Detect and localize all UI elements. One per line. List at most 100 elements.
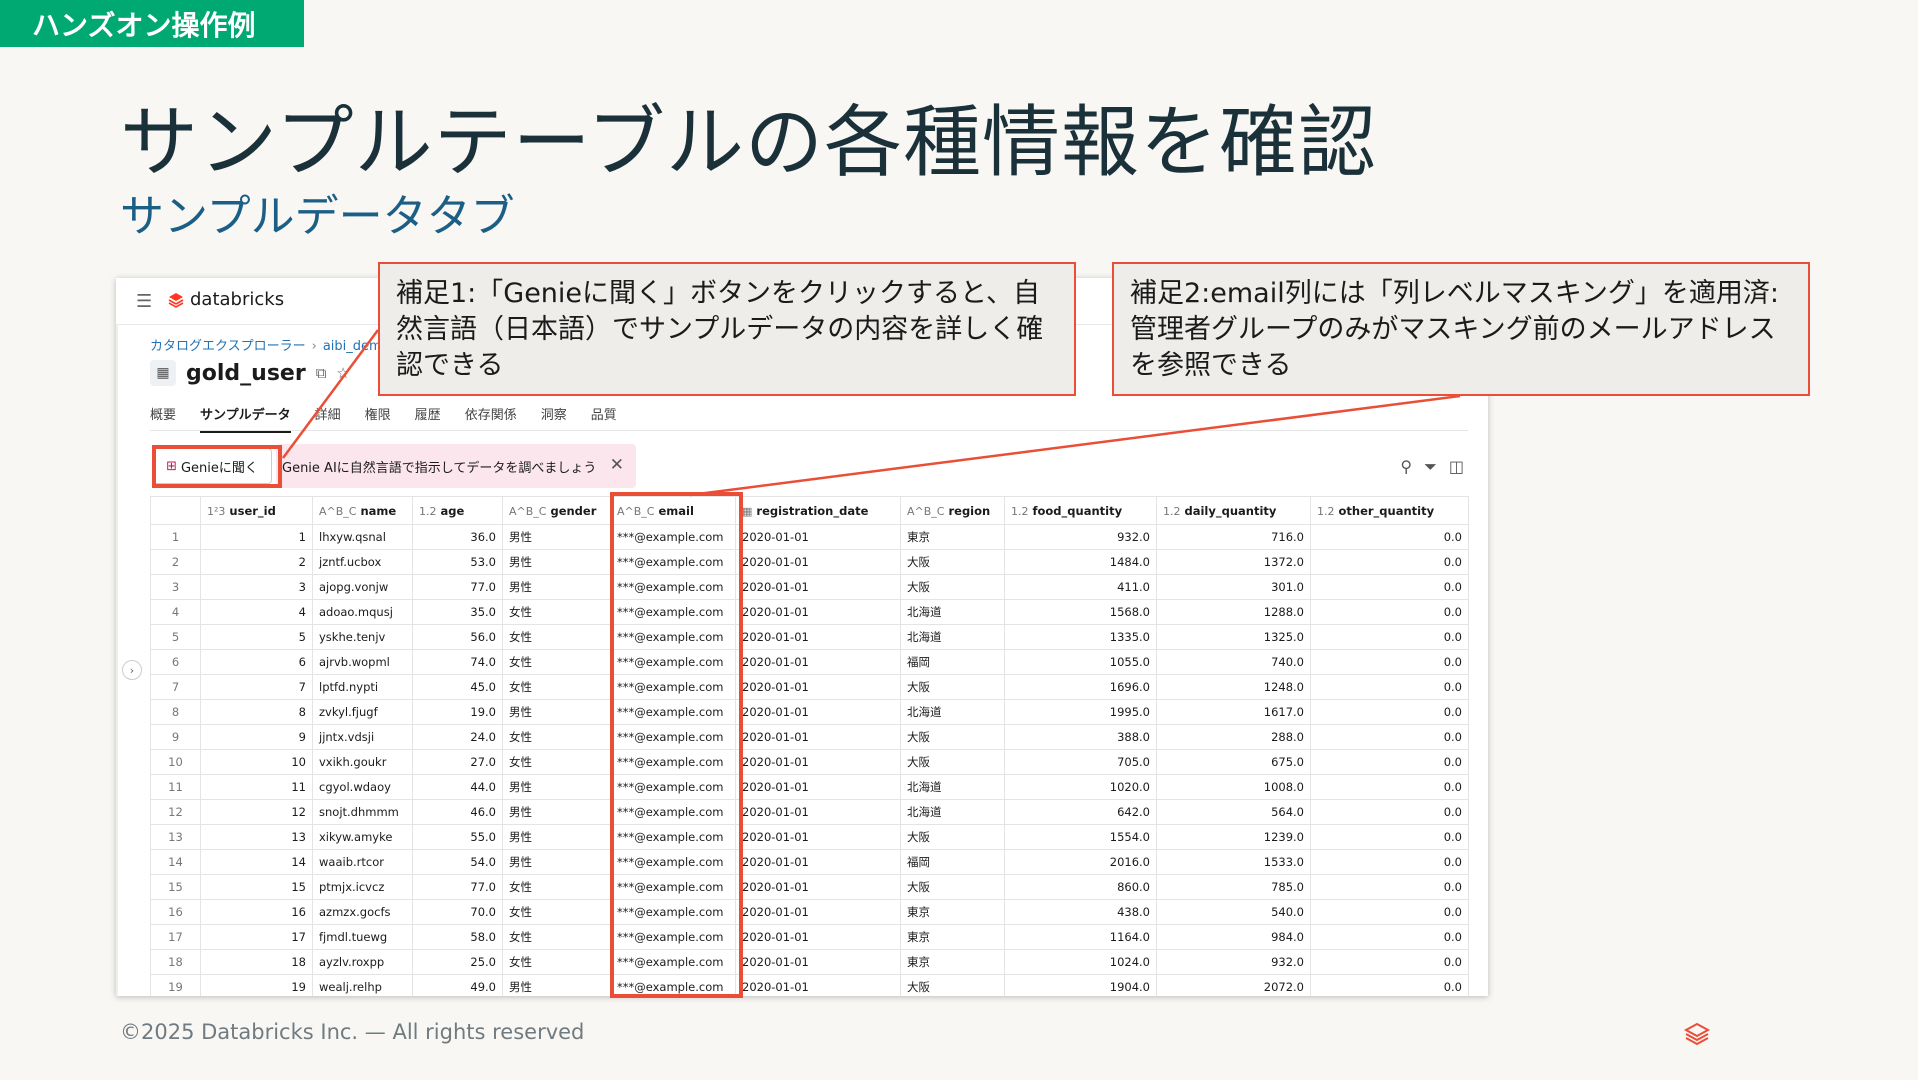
cell-food-quantity[interactable]: 1484.0 <box>1004 549 1157 575</box>
cell-registration-date[interactable]: 2020-01-01 <box>735 599 901 625</box>
table-row[interactable]: 7 7 lptfd.nypti 45.0 女性 ***@example.com 2020-0… <box>150 674 1469 700</box>
cell-gender[interactable]: 女性 <box>502 749 611 775</box>
cell-food-quantity[interactable]: 1696.0 <box>1004 674 1157 700</box>
table-row[interactable]: 2 2 jzntf.ucbox 53.0 男性 ***@example.com 2020-0… <box>150 549 1469 575</box>
cell-user-id[interactable]: 5 <box>200 624 313 650</box>
cell-other-quantity[interactable]: 0.0 <box>1310 624 1469 650</box>
cell-age[interactable]: 49.0 <box>412 974 503 996</box>
cell-registration-date[interactable]: 2020-01-01 <box>735 899 901 925</box>
cell-age[interactable]: 58.0 <box>412 924 503 950</box>
column-header-gender[interactable]: A^B_C gender <box>502 496 611 525</box>
cell-food-quantity[interactable]: 642.0 <box>1004 799 1157 825</box>
cell-user-id[interactable]: 9 <box>200 724 313 750</box>
cell-other-quantity[interactable]: 0.0 <box>1310 649 1469 675</box>
cell-food-quantity[interactable]: 1904.0 <box>1004 974 1157 996</box>
cell-registration-date[interactable]: 2020-01-01 <box>735 874 901 900</box>
cell-registration-date[interactable]: 2020-01-01 <box>735 749 901 775</box>
cell-gender[interactable]: 女性 <box>502 949 611 975</box>
table-row[interactable]: 15 15 ptmjx.icvcz 77.0 女性 ***@example.com 2020… <box>150 874 1469 900</box>
cell-registration-date[interactable]: 2020-01-01 <box>735 824 901 850</box>
table-row[interactable]: 13 13 xikyw.amyke 55.0 男性 ***@example.com 2020… <box>150 824 1469 850</box>
cell-region[interactable]: 東京 <box>900 949 1005 975</box>
cell-registration-date[interactable]: 2020-01-01 <box>735 699 901 725</box>
column-header-region[interactable]: A^B_C region <box>900 496 1005 525</box>
cell-email[interactable]: ***@example.com <box>610 874 736 900</box>
table-row[interactable]: 14 14 waaib.rtcor 54.0 男性 ***@example.com 2020… <box>150 849 1469 875</box>
cell-name[interactable]: snojt.dhmmm <box>312 799 413 825</box>
cell-region[interactable]: 北海道 <box>900 799 1005 825</box>
close-icon[interactable]: ✕ <box>609 455 624 475</box>
table-row[interactable]: 8 8 zvkyl.fjugf 19.0 男性 ***@example.com 2020-0… <box>150 699 1469 725</box>
cell-registration-date[interactable]: 2020-01-01 <box>735 574 901 600</box>
cell-email[interactable]: ***@example.com <box>610 549 736 575</box>
cell-name[interactable]: ayzlv.roxpp <box>312 949 413 975</box>
cell-food-quantity[interactable]: 705.0 <box>1004 749 1157 775</box>
table-row[interactable]: 19 19 wealj.relhp 49.0 男性 ***@example.com 2020… <box>150 974 1469 996</box>
cell-region[interactable]: 大阪 <box>900 824 1005 850</box>
search-icon[interactable]: ⚲ <box>1400 457 1413 476</box>
cell-region[interactable]: 北海道 <box>900 599 1005 625</box>
cell-name[interactable]: ptmjx.icvcz <box>312 874 413 900</box>
cell-region[interactable]: 福岡 <box>900 649 1005 675</box>
cell-other-quantity[interactable]: 0.0 <box>1310 549 1469 575</box>
ask-genie-button[interactable]: ⊞ Genieに聞く <box>152 448 272 484</box>
table-row[interactable]: 6 6 ajrvb.wopml 74.0 女性 ***@example.com 2020-0… <box>150 649 1469 675</box>
filter-icon[interactable]: ⏷ <box>1424 457 1437 476</box>
cell-email[interactable]: ***@example.com <box>610 774 736 800</box>
cell-user-id[interactable]: 14 <box>200 849 313 875</box>
cell-gender[interactable]: 男性 <box>502 849 611 875</box>
cell-food-quantity[interactable]: 1164.0 <box>1004 924 1157 950</box>
panel-icon[interactable]: ◫ <box>1448 457 1464 476</box>
cell-user-id[interactable]: 18 <box>200 949 313 975</box>
cell-age[interactable]: 53.0 <box>412 549 503 575</box>
cell-user-id[interactable]: 10 <box>200 749 313 775</box>
cell-user-id[interactable]: 4 <box>200 599 313 625</box>
tab-overview[interactable]: 概要 <box>150 408 177 423</box>
cell-age[interactable]: 44.0 <box>412 774 503 800</box>
cell-email[interactable]: ***@example.com <box>610 574 736 600</box>
cell-food-quantity[interactable]: 411.0 <box>1004 574 1157 600</box>
cell-other-quantity[interactable]: 0.0 <box>1310 949 1469 975</box>
cell-user-id[interactable]: 13 <box>200 824 313 850</box>
cell-other-quantity[interactable]: 0.0 <box>1310 599 1469 625</box>
column-header-registration-date[interactable]: ▦ registration_date <box>735 496 901 525</box>
cell-age[interactable]: 56.0 <box>412 624 503 650</box>
cell-daily-quantity[interactable]: 984.0 <box>1156 924 1311 950</box>
tab-quality[interactable]: 品質 <box>590 408 617 423</box>
cell-registration-date[interactable]: 2020-01-01 <box>735 674 901 700</box>
table-row[interactable]: 3 3 ajopg.vonjw 77.0 男性 ***@example.com 2020-0… <box>150 574 1469 600</box>
table-row[interactable]: 9 9 jjntx.vdsji 24.0 女性 ***@example.com 2020-0… <box>150 724 1469 750</box>
cell-name[interactable]: azmzx.gocfs <box>312 899 413 925</box>
cell-registration-date[interactable]: 2020-01-01 <box>735 774 901 800</box>
cell-region[interactable]: 大阪 <box>900 674 1005 700</box>
cell-gender[interactable]: 女性 <box>502 724 611 750</box>
cell-name[interactable]: adoao.mqusj <box>312 599 413 625</box>
cell-other-quantity[interactable]: 0.0 <box>1310 874 1469 900</box>
cell-daily-quantity[interactable]: 1288.0 <box>1156 599 1311 625</box>
cell-name[interactable]: lhxyw.qsnal <box>312 524 413 550</box>
cell-region[interactable]: 東京 <box>900 524 1005 550</box>
cell-region[interactable]: 北海道 <box>900 774 1005 800</box>
column-header-food-quantity[interactable]: 1.2 food_quantity <box>1004 496 1157 525</box>
cell-email[interactable]: ***@example.com <box>610 599 736 625</box>
cell-email[interactable]: ***@example.com <box>610 799 736 825</box>
cell-user-id[interactable]: 8 <box>200 699 313 725</box>
cell-email[interactable]: ***@example.com <box>610 849 736 875</box>
column-header-age[interactable]: 1.2 age <box>412 496 503 525</box>
cell-user-id[interactable]: 3 <box>200 574 313 600</box>
cell-name[interactable]: waaib.rtcor <box>312 849 413 875</box>
cell-daily-quantity[interactable]: 1325.0 <box>1156 624 1311 650</box>
tab-insights[interactable]: 洞察 <box>540 408 567 423</box>
cell-email[interactable]: ***@example.com <box>610 699 736 725</box>
cell-food-quantity[interactable]: 1024.0 <box>1004 949 1157 975</box>
cell-email[interactable]: ***@example.com <box>610 974 736 996</box>
cell-registration-date[interactable]: 2020-01-01 <box>735 849 901 875</box>
cell-daily-quantity[interactable]: 301.0 <box>1156 574 1311 600</box>
cell-age[interactable]: 46.0 <box>412 799 503 825</box>
cell-gender[interactable]: 女性 <box>502 649 611 675</box>
cell-email[interactable]: ***@example.com <box>610 524 736 550</box>
cell-registration-date[interactable]: 2020-01-01 <box>735 524 901 550</box>
cell-food-quantity[interactable]: 438.0 <box>1004 899 1157 925</box>
cell-user-id[interactable]: 2 <box>200 549 313 575</box>
cell-email[interactable]: ***@example.com <box>610 749 736 775</box>
